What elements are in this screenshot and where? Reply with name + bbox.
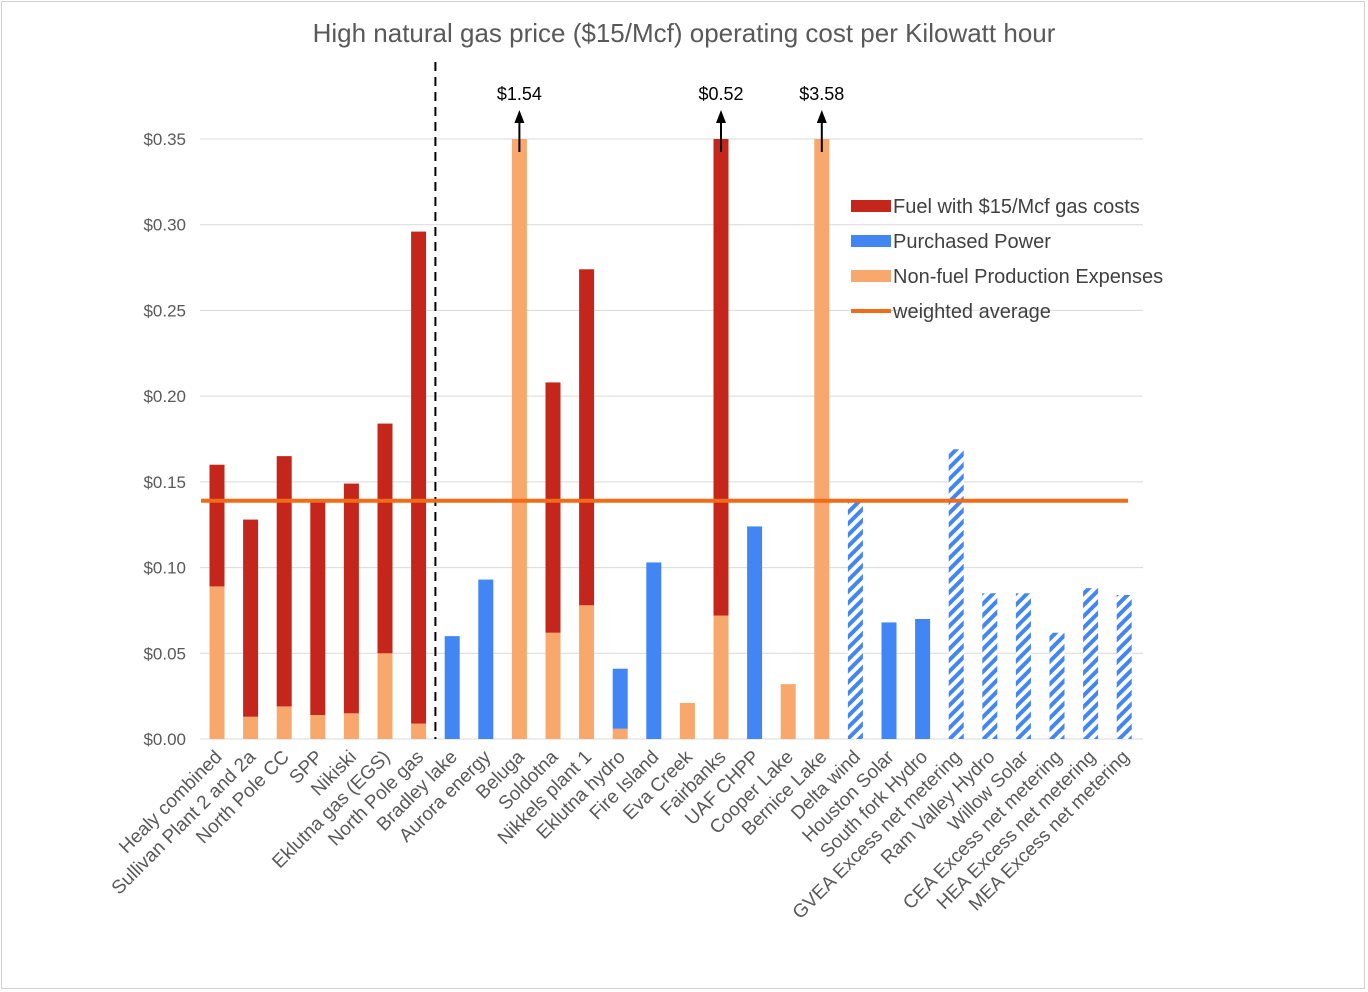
bar-non-fuel-production-expenses [679,703,695,739]
chart-title: High natural gas price ($15/Mcf) operati… [313,18,1056,48]
annotation-label: $1.54 [497,84,542,104]
bar-non-fuel-production-expenses [310,715,326,739]
y-tick-label: $0.15 [143,473,186,492]
legend-swatch-non-fuel-production-expenses [851,270,891,282]
annotation-arrow-head [716,110,726,123]
grid-layer [200,138,1143,740]
bar-purchased-power [444,636,460,739]
bar-non-fuel-production-expenses [579,605,595,739]
y-tick-label: $0.25 [143,301,186,320]
bar-fuel-with-15-mcf-gas-costs [713,139,729,616]
bar-purchased-power [881,622,897,739]
bar-fuel-with-15-mcf-gas-costs [243,519,259,717]
annotation-arrow-head [816,110,827,123]
bar-purchased-power [1049,632,1065,739]
bar-fuel-with-15-mcf-gas-costs [310,502,326,715]
bar-non-fuel-production-expenses [343,713,359,739]
bar-purchased-power [1083,588,1099,739]
bar-purchased-power [915,619,931,739]
bar-non-fuel-production-expenses [814,139,830,739]
bar-non-fuel-production-expenses [377,653,393,739]
legend-label: weighted average [892,301,1051,323]
legend-swatch-fuel-with-15-mcf-gas-costs [851,200,891,212]
bar-non-fuel-production-expenses [411,723,427,739]
legend-swatch-purchased-power [851,235,891,247]
y-tick-label: $0.05 [143,644,186,663]
bar-purchased-power [847,499,863,739]
annotation-label: $3.58 [799,84,844,104]
legend: Fuel with $15/Mcf gas costs Purchased Po… [851,196,1163,323]
bar-purchased-power [1116,595,1132,739]
bar-non-fuel-production-expenses [276,706,292,739]
legend-label: Non-fuel Production Expenses [893,266,1163,288]
bar-non-fuel-production-expenses [713,615,729,739]
bar-purchased-power [747,526,763,739]
y-tick-label: $0.20 [143,387,186,406]
bar-fuel-with-15-mcf-gas-costs [276,456,292,707]
bar-fuel-with-15-mcf-gas-costs [411,231,427,724]
y-tick-label: $0.30 [143,216,186,235]
x-tick-label: Sullivan Plant 2 and 2a [108,746,261,899]
bar-fuel-with-15-mcf-gas-costs [209,464,225,587]
y-tick-label: $0.10 [143,559,186,578]
bar-purchased-power [982,593,998,739]
bar-fuel-with-15-mcf-gas-costs [377,423,393,654]
annotations: $1.54 $0.52 $3.58 [497,84,844,152]
legend-label: Fuel with $15/Mcf gas costs [893,196,1140,218]
bar-purchased-power [1015,593,1031,739]
bar-non-fuel-production-expenses [780,684,796,739]
annotation-arrow-head [514,110,525,123]
bars [209,62,1132,739]
bar-purchased-power [646,562,662,739]
annotation-label: $0.52 [698,84,743,104]
y-tick-label: $0.00 [143,730,186,749]
bar-non-fuel-production-expenses [511,139,527,739]
y-axis: $0.00 $0.05 $0.10 $0.15 $0.20 $0.25 $0.30 $0.35 [143,130,186,749]
bar-fuel-with-15-mcf-gas-costs [343,483,359,714]
bar-purchased-power [612,668,628,729]
bar-fuel-with-15-mcf-gas-costs [545,382,561,633]
bar-non-fuel-production-expenses [612,728,628,739]
y-tick-label: $0.35 [143,130,186,149]
legend-label: Purchased Power [893,231,1051,253]
bar-purchased-power [948,449,964,739]
bar-non-fuel-production-expenses [209,586,225,739]
bar-non-fuel-production-expenses [243,716,259,739]
bar-fuel-with-15-mcf-gas-costs [579,269,595,606]
bar-purchased-power [478,579,494,739]
bar-non-fuel-production-expenses [545,632,561,739]
